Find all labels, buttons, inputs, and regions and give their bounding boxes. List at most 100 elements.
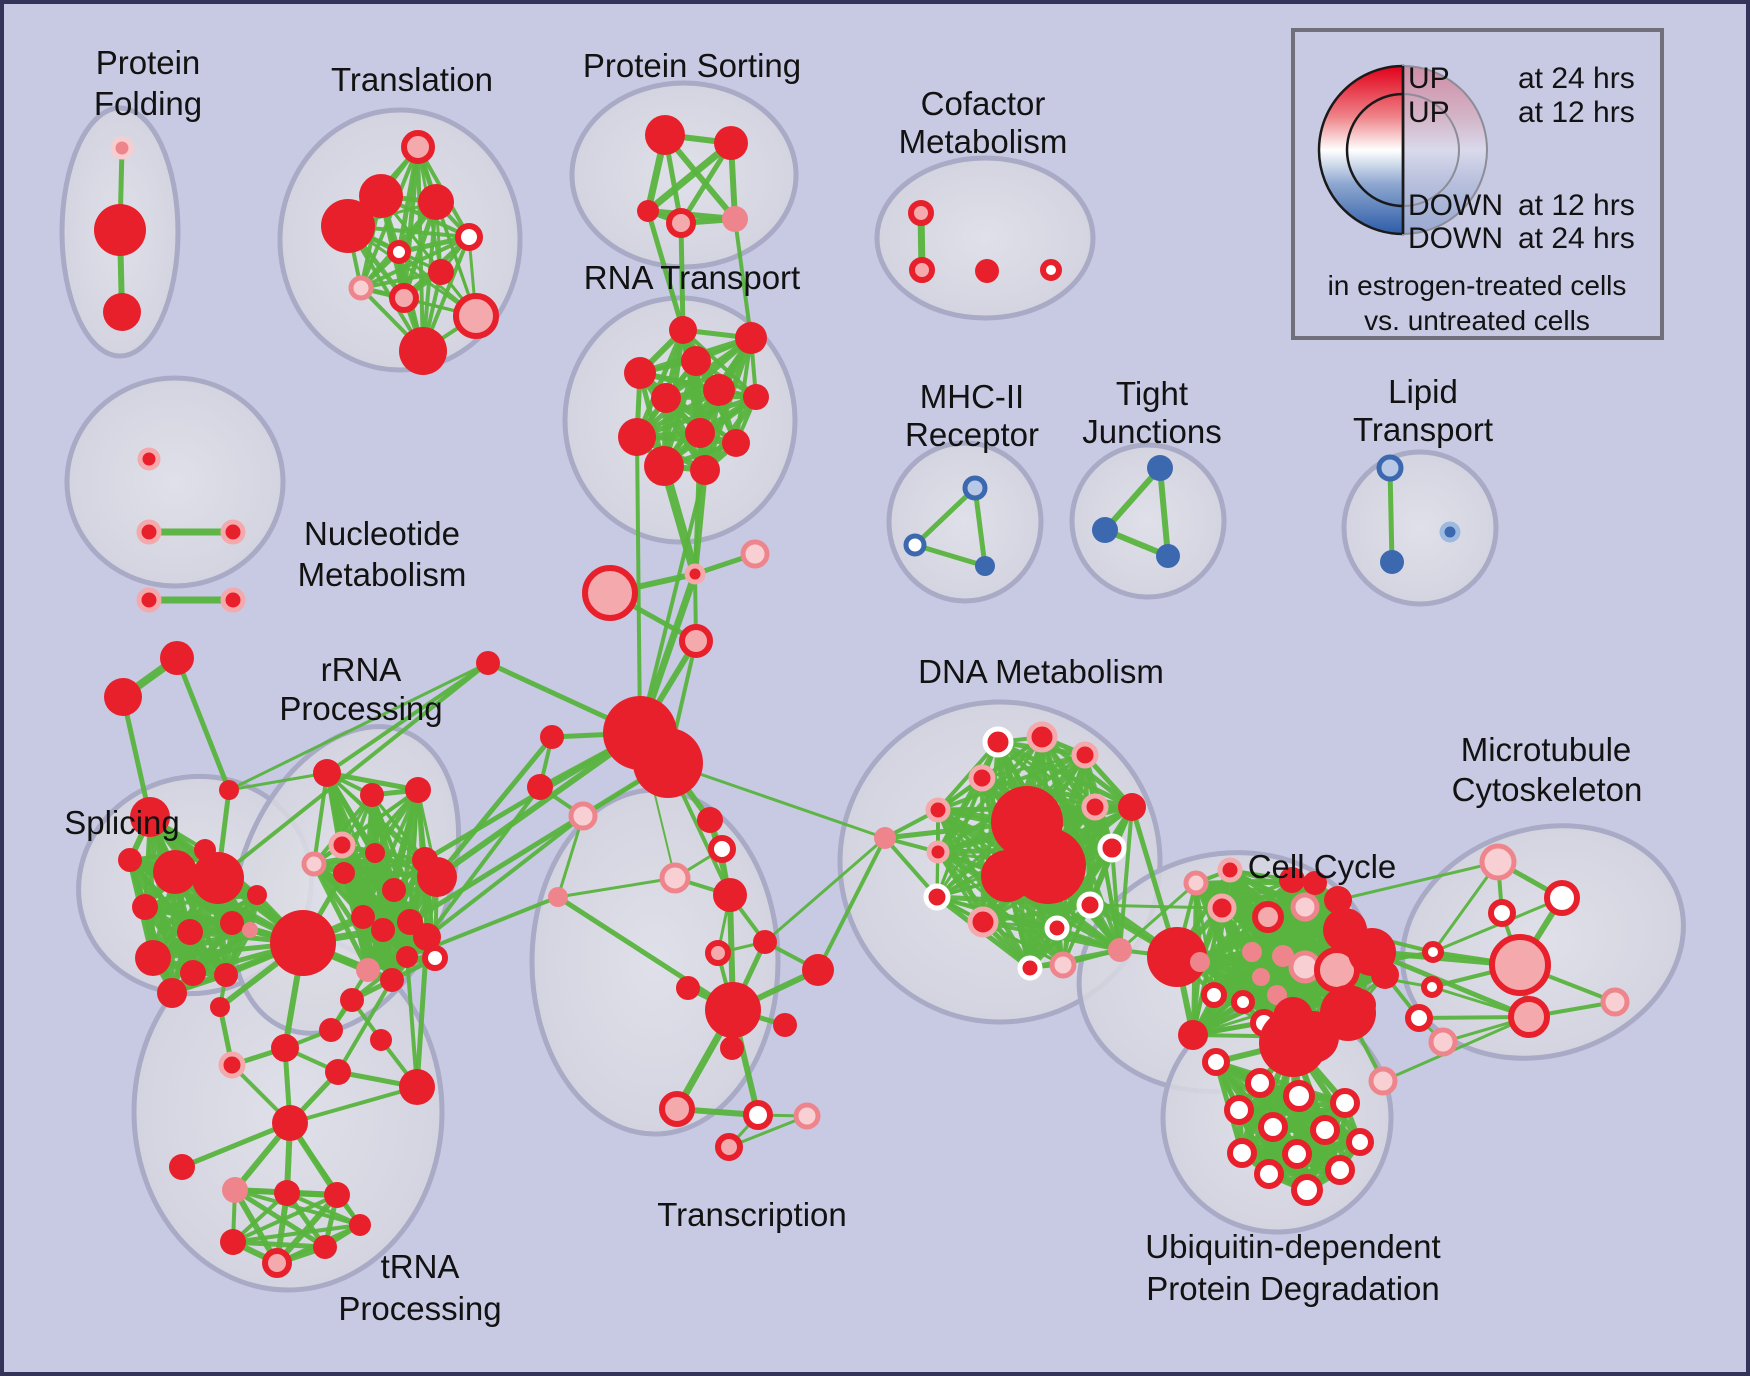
cluster-label: Folding (94, 85, 202, 122)
network-node (1147, 927, 1207, 987)
network-node (1428, 1027, 1458, 1057)
network-node (802, 954, 834, 986)
network-node (1190, 952, 1210, 972)
network-node (356, 958, 380, 982)
network-node (1049, 951, 1077, 979)
network-node (1283, 1080, 1315, 1112)
network-node (153, 850, 197, 894)
network-edge (343, 858, 426, 875)
network-node (1422, 941, 1444, 963)
network-edge (556, 894, 735, 1013)
network-edge (645, 140, 734, 214)
network-edge (313, 858, 426, 866)
network-node (923, 883, 951, 911)
network-node (720, 1036, 744, 1060)
network-node (1508, 996, 1550, 1038)
network-node (313, 759, 341, 787)
network-node (1026, 721, 1058, 753)
network-edge (764, 836, 886, 944)
network-node (270, 910, 336, 976)
network-node (1044, 915, 1070, 941)
network-node (637, 200, 659, 222)
network-edge (1157, 467, 1171, 557)
cluster-label: Protein Degradation (1146, 1270, 1440, 1307)
cluster-label: Translation (331, 61, 493, 98)
network-node (1147, 455, 1173, 481)
network-edge (408, 760, 670, 925)
network-edge (232, 1223, 361, 1244)
network-edge (120, 696, 153, 818)
network-node (180, 960, 206, 986)
network-node (645, 115, 685, 155)
network-node (1544, 880, 1580, 916)
cluster-ellipse (1069, 442, 1227, 600)
network-node (104, 678, 142, 716)
network-node (222, 1177, 248, 1203)
network-node (1346, 1128, 1374, 1156)
network-node (348, 275, 374, 301)
network-node (743, 384, 769, 410)
network-edge (667, 761, 886, 840)
legend-gradient-outer-right-icon (1402, 64, 1488, 236)
network-node (644, 446, 684, 486)
network-edge (326, 770, 419, 793)
network-node (242, 922, 258, 938)
network-edge (289, 1085, 418, 1125)
network-node (981, 850, 1033, 902)
cluster-ellipse (569, 80, 799, 270)
network-edge (228, 661, 489, 792)
network-edge (1102, 466, 1163, 532)
cluster-ellipse (1341, 449, 1499, 607)
network-edge (645, 210, 686, 331)
legend-direction-label: UP (1408, 62, 1450, 95)
network-node (328, 831, 356, 859)
network-node (272, 1105, 308, 1141)
network-edge (557, 876, 676, 899)
network-node (1183, 870, 1209, 896)
cluster-label: Tight (1116, 375, 1188, 412)
network-node (926, 840, 950, 864)
cluster-ellipse (874, 155, 1096, 321)
network-edge (914, 542, 986, 569)
network-node (271, 1034, 299, 1062)
network-node (1488, 899, 1516, 927)
network-node (1258, 1112, 1288, 1142)
network-node (340, 988, 364, 1012)
network-node (118, 848, 142, 872)
network-node (982, 726, 1014, 758)
cluster-label: tRNA (381, 1248, 460, 1285)
network-edge (935, 808, 1033, 970)
cluster-label: Ubiquitin-dependent (1145, 1228, 1440, 1265)
network-node (651, 383, 681, 413)
network-node (1156, 544, 1180, 568)
network-node (722, 429, 750, 457)
cluster-label: Cell Cycle (1248, 848, 1397, 885)
network-node (624, 357, 656, 389)
network-node (773, 1013, 797, 1037)
network-node (371, 918, 395, 942)
network-node (401, 130, 435, 164)
network-edge (1387, 467, 1395, 563)
network-edge (360, 235, 470, 290)
network-edge (1382, 1015, 1530, 1083)
network-node (684, 563, 706, 585)
network-node (313, 1235, 337, 1259)
network-node (387, 240, 411, 264)
cluster-labels: Protein Folding Translation Protein Sorting… (64, 44, 1642, 1327)
network-node (132, 894, 158, 920)
network-edge (405, 956, 419, 1088)
network-edge (638, 469, 707, 734)
network-node (909, 257, 935, 283)
network-node (1272, 945, 1294, 967)
network-node (382, 878, 406, 902)
network-node (676, 976, 700, 1000)
network-node (1282, 1139, 1312, 1169)
network-edge (913, 486, 977, 547)
network-node (137, 447, 161, 471)
legend-time-label: at 24 hrs (1518, 62, 1635, 95)
network-node (722, 206, 748, 232)
cluster-label: Transport (1353, 411, 1493, 448)
cluster-label: Splicing (64, 804, 180, 841)
network-node (582, 565, 638, 621)
network-edge (1089, 903, 1223, 910)
